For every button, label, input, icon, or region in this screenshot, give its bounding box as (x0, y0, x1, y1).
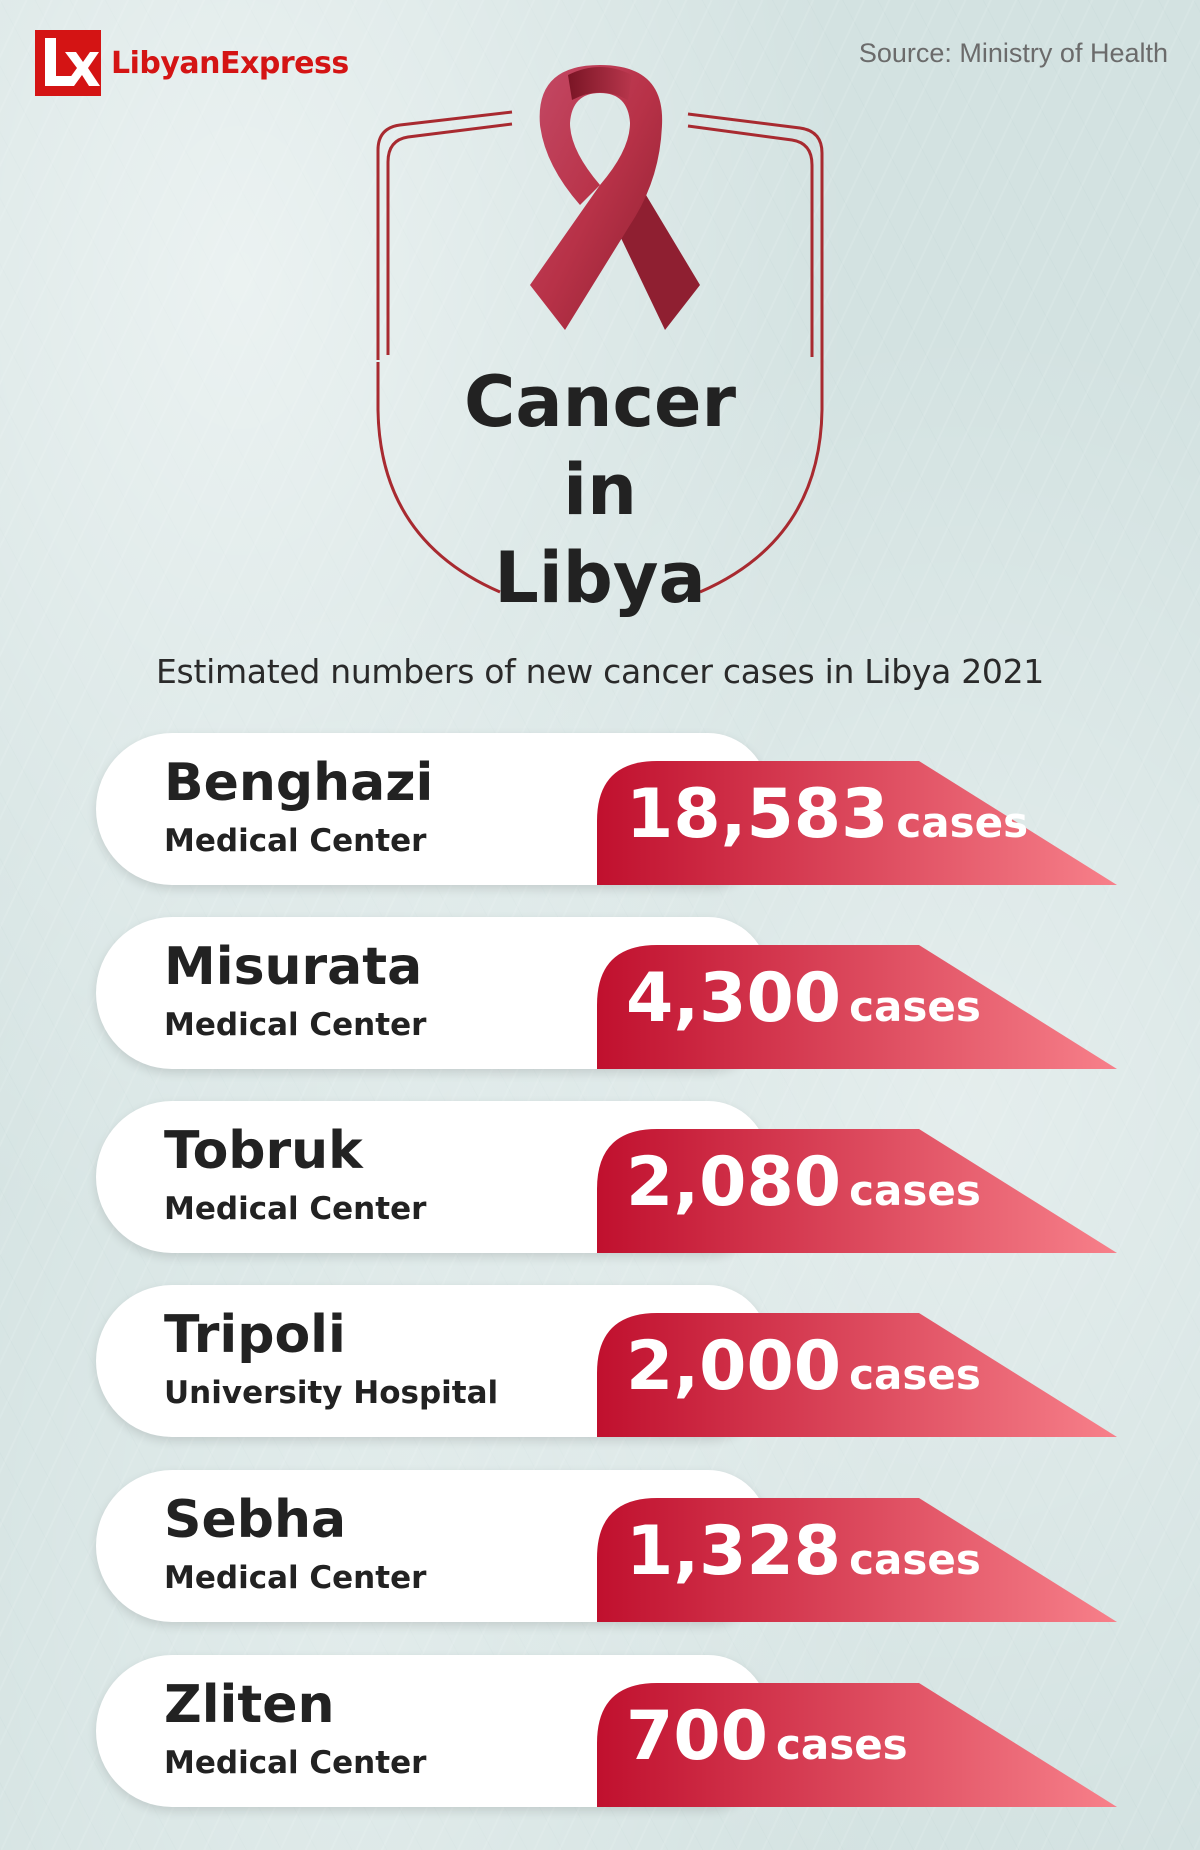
source-label: Source: Ministry of Health (858, 38, 1168, 68)
case-count: 1,328 cases (626, 1512, 981, 1591)
facility-name: University Hospital (164, 1375, 499, 1411)
case-number: 2,080 (626, 1143, 842, 1222)
facility-name: Medical Center (164, 1745, 427, 1781)
data-row-tripoli: Tripoli University Hospital 2,000 cases (96, 1285, 1126, 1437)
value-tab (597, 1313, 1117, 1437)
brand-name: LibyanExpress (111, 45, 349, 81)
case-count: 2,080 cases (626, 1143, 981, 1222)
city-name: Tobruk (164, 1121, 363, 1181)
case-count: 18,583 cases (626, 775, 1028, 854)
page-title: Cancer in Libya (400, 358, 800, 622)
data-row-benghazi: Benghazi Medical Center 18,583 cases (96, 733, 1126, 885)
city-name: Sebha (164, 1490, 347, 1550)
city-name: Zliten (164, 1675, 335, 1735)
title-frame (376, 110, 824, 594)
title-line-2: in (563, 449, 637, 531)
lx-logo-mark (35, 30, 101, 96)
case-unit: cases (849, 1166, 981, 1215)
facility-name: Medical Center (164, 1191, 427, 1227)
case-count: 2,000 cases (626, 1327, 981, 1406)
city-name: Tripoli (164, 1305, 346, 1365)
case-unit: cases (849, 982, 981, 1031)
case-number: 4,300 (626, 959, 842, 1038)
case-unit: cases (775, 1720, 908, 1769)
facility-name: Medical Center (164, 823, 427, 859)
case-number: 2,000 (626, 1327, 842, 1406)
case-number: 18,583 (626, 775, 889, 854)
chart-subtitle: Estimated numbers of new cancer cases in… (156, 652, 1044, 691)
value-tab (597, 761, 1117, 885)
value-tab (597, 1498, 1117, 1622)
city-name: Misurata (164, 937, 423, 997)
case-unit: cases (849, 1535, 981, 1584)
data-row-sebha: Sebha Medical Center 1,328 cases (96, 1470, 1126, 1622)
case-number: 1,328 (626, 1512, 842, 1591)
case-count: 4,300 cases (626, 959, 981, 1038)
data-row-tobruk: Tobruk Medical Center 2,080 cases (96, 1101, 1126, 1253)
value-tab (597, 1129, 1117, 1253)
data-row-zliten: Zliten Medical Center 700 cases (96, 1655, 1126, 1807)
case-unit: cases (896, 798, 1029, 847)
awareness-ribbon-icon (530, 65, 700, 330)
case-number: 700 (626, 1697, 768, 1776)
title-line-1: Cancer (464, 361, 736, 443)
city-name: Benghazi (164, 753, 434, 813)
brand-logo: LibyanExpress (35, 30, 349, 96)
title-line-3: Libya (494, 537, 706, 619)
data-row-misurata: Misurata Medical Center 4,300 cases (96, 917, 1126, 1069)
value-tab (597, 1683, 1117, 1807)
case-count: 700 cases (626, 1697, 908, 1776)
case-unit: cases (849, 1350, 981, 1399)
value-tab (597, 945, 1117, 1069)
facility-name: Medical Center (164, 1560, 427, 1596)
facility-name: Medical Center (164, 1007, 427, 1043)
